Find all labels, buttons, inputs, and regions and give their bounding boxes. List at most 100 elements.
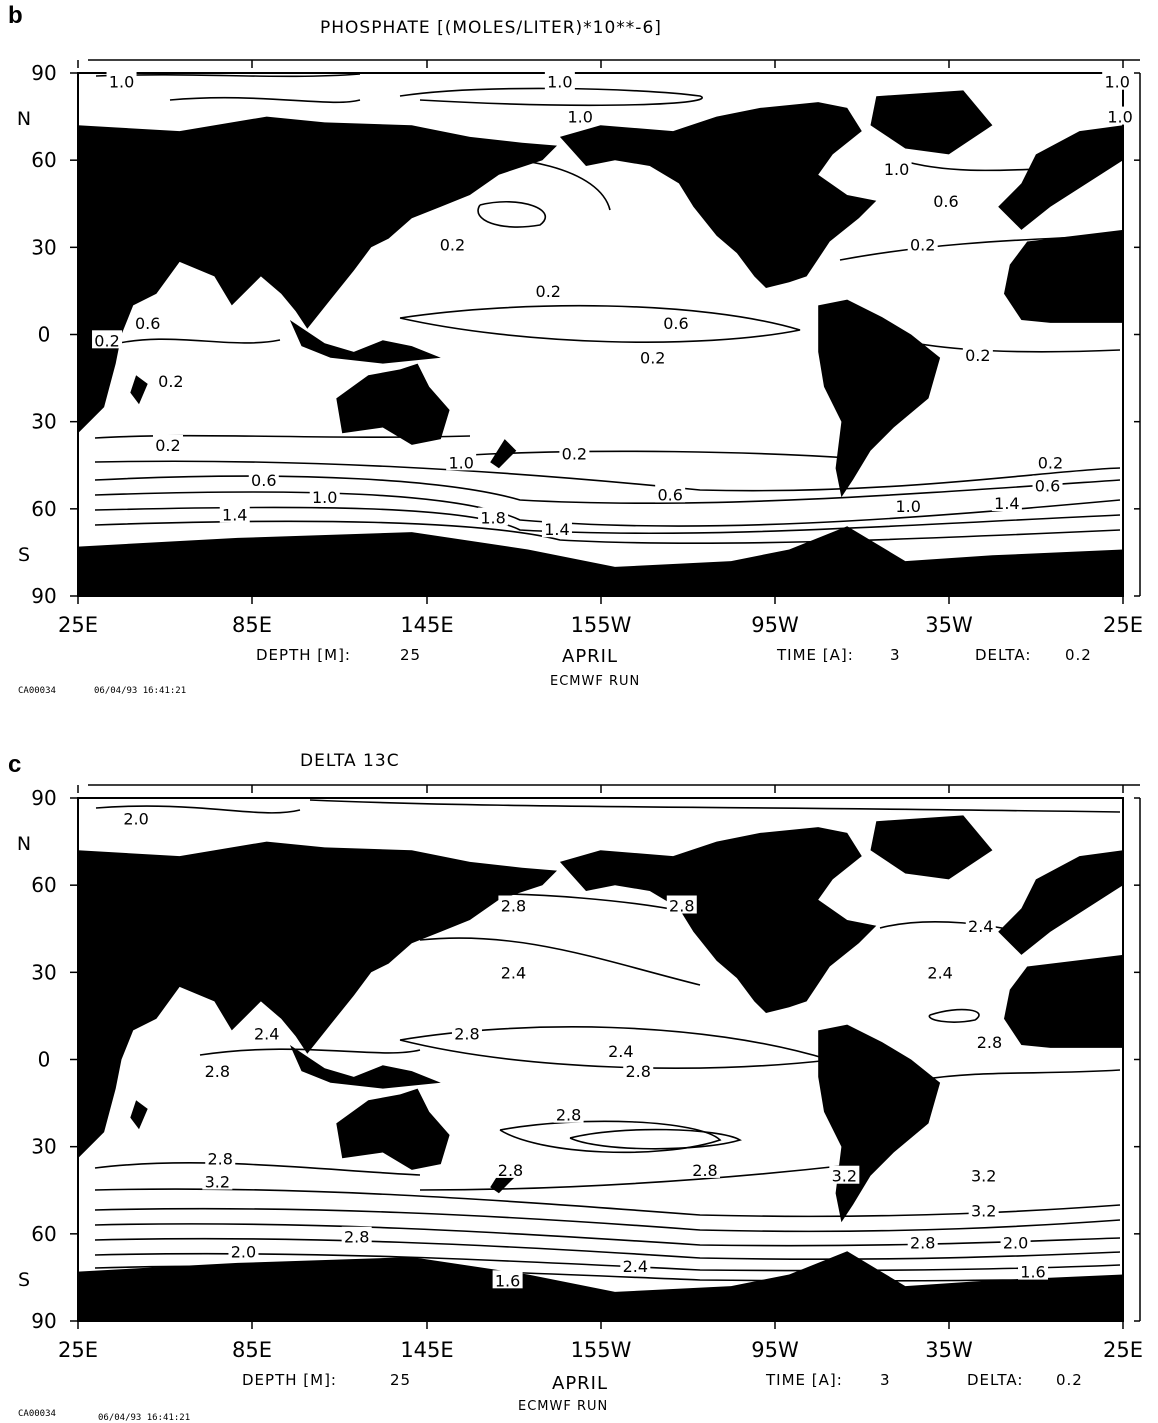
contour-line: [309, 799, 1121, 813]
contour-label: 1.0: [1107, 108, 1132, 127]
contour-line: [429, 156, 611, 211]
x-tick-label: 145E: [400, 613, 453, 637]
contour-label-bg: [565, 106, 596, 125]
x-tick-label: 35W: [925, 1338, 973, 1362]
x-tick-label: 35W: [925, 613, 973, 637]
land-africa-right: [1004, 229, 1123, 323]
month-label: APRIL: [562, 646, 619, 667]
run-timestamp: 06/04/93 16:41:21: [94, 686, 187, 696]
month-label: APRIL: [552, 1373, 609, 1394]
contour-line: [199, 1048, 421, 1056]
y-hemisphere-south: S: [18, 544, 30, 566]
contour-line: [928, 1008, 980, 1023]
contour-label-bg: [1035, 452, 1066, 471]
contour-label: 1.8: [480, 509, 505, 528]
y-tick-label: 90: [31, 786, 56, 810]
land-australia: [336, 1088, 450, 1170]
panel-letter: b: [8, 2, 23, 29]
contour-label: 1.0: [1104, 73, 1129, 92]
contour-label-bg: [968, 1200, 999, 1219]
y-tick-label: 60: [31, 1222, 56, 1246]
contour-label: 1.0: [547, 73, 572, 92]
contour-map-delta13c: 25E 85E 145E 155W 95W 35W 25E9060300306090NS2.…: [17, 784, 1143, 1362]
contour-label: 2.8: [208, 1149, 233, 1168]
map-layer: [78, 799, 1123, 1321]
contour-label: 0.2: [536, 282, 561, 301]
contour-line: [419, 1164, 851, 1191]
land-maritime-asia: [289, 1045, 441, 1089]
contour-label: 1.0: [448, 453, 473, 472]
contour-label-bg: [829, 1165, 860, 1184]
contour-label-bg: [930, 190, 961, 209]
contour-label-bg: [451, 1023, 482, 1042]
contour-label-bg: [965, 915, 996, 934]
contour-label-bg: [666, 895, 697, 914]
contour-line: [477, 201, 547, 228]
contour-label-bg: [907, 234, 938, 253]
x-tick-label: 95W: [751, 613, 799, 637]
delta-label: DELTA:: [975, 646, 1032, 664]
x-tick-label: 95W: [751, 1338, 799, 1362]
y-tick-label: 0: [38, 323, 51, 347]
depth-value: 25: [400, 646, 422, 664]
x-tick-label: 25E: [58, 613, 98, 637]
contour-label-bg: [907, 1232, 938, 1251]
contour-label-bg: [228, 1241, 259, 1260]
contour-label: 2.0: [231, 1242, 256, 1261]
map-layer: [78, 73, 1123, 596]
x-tick-label: 25E: [1103, 1338, 1143, 1362]
contour-label-bg: [121, 808, 152, 827]
x-tick-label: 155W: [571, 1338, 632, 1362]
contour-line: [109, 338, 281, 346]
contour-label: 2.0: [1003, 1234, 1028, 1253]
contour-label: 0.2: [1038, 453, 1063, 472]
contour-label-bg: [620, 1255, 651, 1274]
contour-label: 2.8: [454, 1024, 479, 1043]
land-europe-right: [998, 125, 1123, 230]
contour-label: 1.6: [495, 1271, 520, 1290]
contour-label: 2.8: [205, 1062, 230, 1081]
contour-label-bg: [559, 443, 590, 462]
depth-label: DEPTH [M]:: [256, 646, 351, 664]
land-south-america: [818, 299, 941, 498]
time-label: TIME [A]:: [766, 1371, 843, 1389]
contour-line: [94, 1188, 1121, 1218]
contour-label: 0.6: [1035, 477, 1060, 496]
contour-label-bg: [498, 962, 529, 981]
contour-line: [94, 520, 1121, 545]
chart-title: PHOSPHATE [(MOLES/LITER)*10**-6]: [320, 18, 662, 38]
panel-delta13c: c DELTA 13C 25E 85E 145E 155W 95W 35W 25E 90 60 3…: [0, 725, 1158, 1423]
contour-label: 2.8: [692, 1161, 717, 1180]
contour-label-bg: [478, 507, 509, 526]
contour-label-bg: [553, 1104, 584, 1123]
y-tick-label: 30: [31, 960, 56, 984]
contour-line: [419, 937, 701, 986]
contour-label-bg: [152, 434, 183, 453]
contour-label: 0.6: [933, 192, 958, 211]
contour-label-bg: [341, 1226, 372, 1245]
contour-line: [94, 491, 1121, 527]
contour-label: 3.2: [971, 1167, 996, 1186]
contour-line: [94, 1162, 421, 1176]
time-value: 3: [880, 1371, 891, 1389]
contour-line: [469, 450, 851, 459]
contour-label: 2.0: [123, 809, 148, 828]
contour-label-bg: [205, 1148, 236, 1167]
contour-label: 2.8: [977, 1033, 1002, 1052]
contour-label-bg: [1032, 475, 1063, 494]
contour-label-bg: [1018, 1261, 1049, 1280]
run-timestamp: 06/04/93 16:41:21: [98, 1413, 191, 1423]
run-code: CA00034: [18, 686, 56, 696]
y-tick-label: 0: [38, 1048, 51, 1072]
y-hemisphere-south: S: [18, 1269, 30, 1291]
contour-label: 1.4: [544, 520, 569, 539]
y-hemisphere-north: N: [17, 833, 31, 855]
contour-label: 0.2: [562, 445, 587, 464]
contour-label: 0.2: [94, 331, 119, 350]
contour-label: 0.6: [135, 314, 160, 333]
contour-label-bg: [132, 312, 163, 331]
contour-label: 0.2: [965, 346, 990, 365]
contour-label: 1.0: [109, 73, 134, 92]
contour-label-bg: [925, 962, 956, 981]
contour-label-bg: [219, 504, 250, 523]
